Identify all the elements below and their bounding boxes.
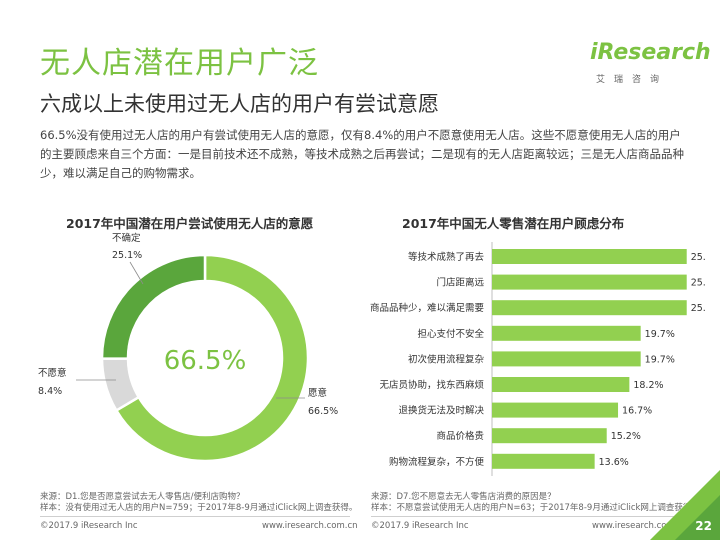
bar-category-label: 退换货无法及时解决	[398, 405, 484, 417]
bar-value-label: 13.6%	[599, 457, 629, 468]
bar-category-label: 商品品种少，难以满足需要	[370, 302, 484, 314]
footer-url-right[interactable]: www.iresearch.com.cn	[592, 521, 688, 531]
pie-chart-title: 2017年中国潜在用户尝试使用无人店的意愿	[66, 216, 314, 231]
bar-value-label: 25.8%	[691, 303, 706, 314]
bar-value-label: 19.7%	[645, 329, 675, 340]
bar	[492, 325, 641, 341]
bar-category-label: 初次使用流程复杂	[408, 353, 485, 365]
bar	[492, 300, 687, 316]
bar-value-label: 15.2%	[611, 431, 641, 442]
page-subtitle: 六成以上未使用过无人店的用户有尝试意愿	[40, 92, 439, 116]
bar	[492, 274, 687, 290]
page-title: 无人店潜在用户广泛	[40, 46, 319, 81]
footnote-right-sample: 样本：不愿意尝试使用无人店的用户N=63；于2017年8-9月通过iClick网…	[371, 503, 700, 513]
footer-divider-left	[40, 516, 350, 517]
logo-subtext: 艾瑞咨询	[596, 75, 669, 85]
bar-category-label: 购物流程复杂，不方便	[389, 456, 485, 468]
pie-center-label: 66.5%	[164, 346, 247, 376]
pie-slice-value-1: 8.4%	[38, 386, 62, 397]
pie-slice-value-2: 25.1%	[112, 250, 142, 261]
bar	[492, 249, 687, 264]
pie-slice-2	[100, 253, 207, 360]
footnote-left-sample: 样本：没有使用过无人店的用户N=759；于2017年8-9月通过iClick网上…	[40, 503, 358, 513]
bar	[492, 351, 641, 367]
bar-category-label: 等技术成熟了再去	[408, 251, 485, 263]
footer-divider-right	[371, 516, 681, 517]
footer-copyright-left: ©2017.9 iResearch Inc	[40, 521, 138, 531]
footnote-right: 来源：D7.您不愿意去无人零售店消费的原因是？ 样本：不愿意尝试使用无人店的用户…	[371, 492, 700, 514]
bar-chart: 等技术成熟了再去 25.8% 门店距离远 25.8% 商品品种少，难以满足需要 25.8%…	[370, 242, 706, 476]
footnote-left: 来源：D1.您是否愿意尝试去无人零售店/便利店购物？ 样本：没有使用过无人店的用…	[40, 492, 357, 514]
footer-copyright-right: ©2017.9 iResearch Inc	[371, 521, 469, 531]
page-number: 22	[695, 519, 712, 533]
bar-value-label: 18.2%	[633, 380, 663, 391]
bar	[492, 377, 630, 392]
bar-chart-title: 2017年中国无人零售潜在用户顾虑分布	[402, 216, 625, 231]
pie-slice-name-1: 不愿意	[38, 367, 67, 379]
footnote-right-source: 来源：D7.您不愿意去无人零售店消费的原因是？	[371, 492, 556, 502]
pie-slice-value-0: 66.5%	[308, 406, 338, 417]
pie-slice-0	[114, 253, 310, 463]
bar-value-label: 25.8%	[691, 252, 706, 263]
footnote-left-source: 来源：D1.您是否愿意尝试去无人零售店/便利店购物？	[40, 492, 245, 502]
bar-category-label: 无店员协助，找东西麻烦	[379, 379, 484, 391]
pie-slice-name-0: 愿意	[308, 387, 327, 399]
corner-decoration	[650, 470, 720, 540]
bar-category-label: 门店距离远	[436, 277, 484, 289]
footer-url-left[interactable]: www.iresearch.com.cn	[262, 521, 358, 531]
pie-leader-line-2	[129, 261, 144, 285]
bar-value-label: 25.8%	[691, 278, 706, 289]
pie-slice-name-2: 不确定	[112, 232, 141, 244]
bar-category-label: 商品价格贵	[436, 430, 484, 442]
bar-category-label: 担心支付不安全	[417, 328, 484, 340]
logo-text: iResearch	[590, 40, 711, 65]
intro-paragraph: 66.5%没有使用过无人店的用户有尝试使用无人店的意愿，仅有8.4%的用户不愿意…	[40, 128, 684, 180]
iresearch-logo: iResearch 艾瑞咨询	[590, 40, 711, 86]
bar	[492, 402, 619, 418]
bar-value-label: 16.7%	[622, 406, 652, 417]
bar-value-label: 19.7%	[645, 354, 675, 365]
donut-chart: 66.5% 愿意 66.5% 不愿意 8.4% 不确定 25.1%	[38, 232, 338, 463]
bar	[492, 428, 607, 444]
bar	[492, 453, 595, 469]
